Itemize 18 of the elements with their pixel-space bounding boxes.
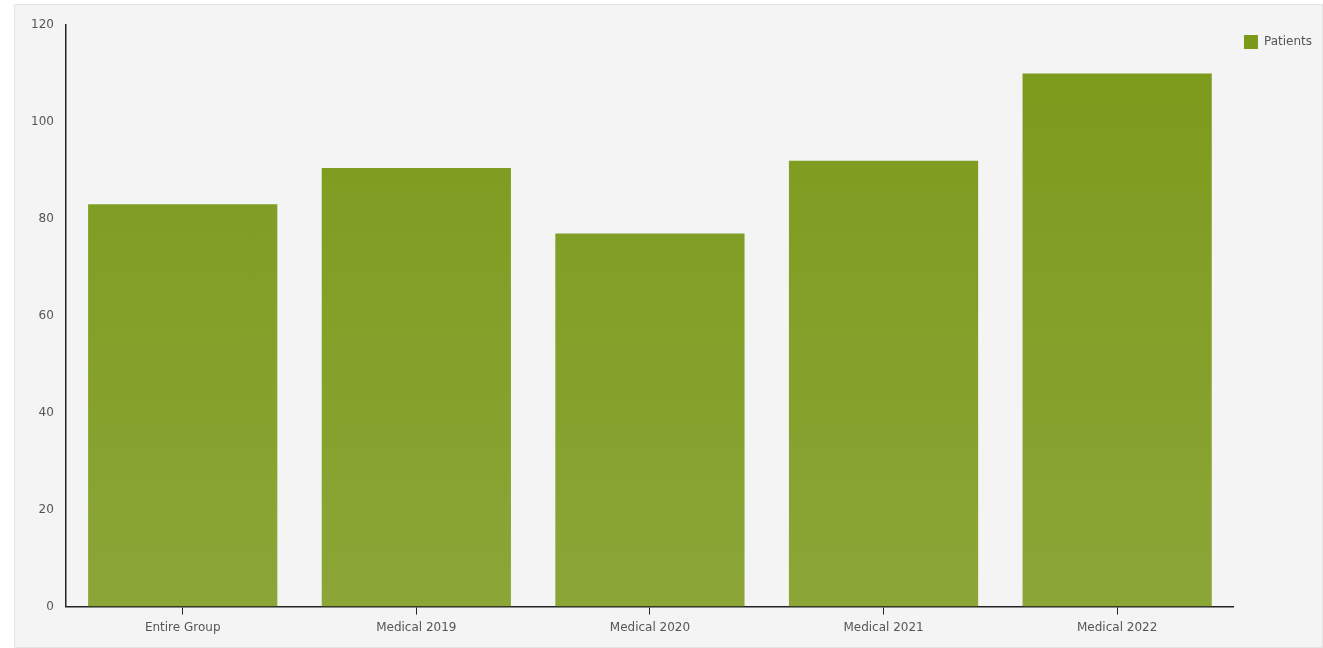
x-tick-label: Medical 2021: [843, 619, 924, 634]
y-tick-label: 40: [38, 404, 54, 419]
y-tick-label: 20: [38, 501, 54, 516]
legend-label: Patients: [1263, 34, 1313, 49]
x-tick-label: Entire Group: [144, 619, 221, 634]
bar: [321, 167, 511, 607]
x-tick-label: Medical 2019: [376, 619, 457, 634]
y-tick-label: 120: [31, 17, 54, 32]
x-tick-label: Medical 2020: [609, 619, 691, 634]
x-tick-label: Medical 2022: [1076, 619, 1158, 634]
bar: [555, 233, 745, 607]
bar: [788, 160, 979, 607]
y-tick-label: 60: [38, 307, 54, 322]
bar: [88, 204, 278, 607]
y-tick-label: 100: [31, 114, 54, 129]
y-tick-label: 80: [38, 210, 54, 225]
y-tick-label: 0: [46, 598, 54, 613]
bar: [1022, 73, 1212, 607]
